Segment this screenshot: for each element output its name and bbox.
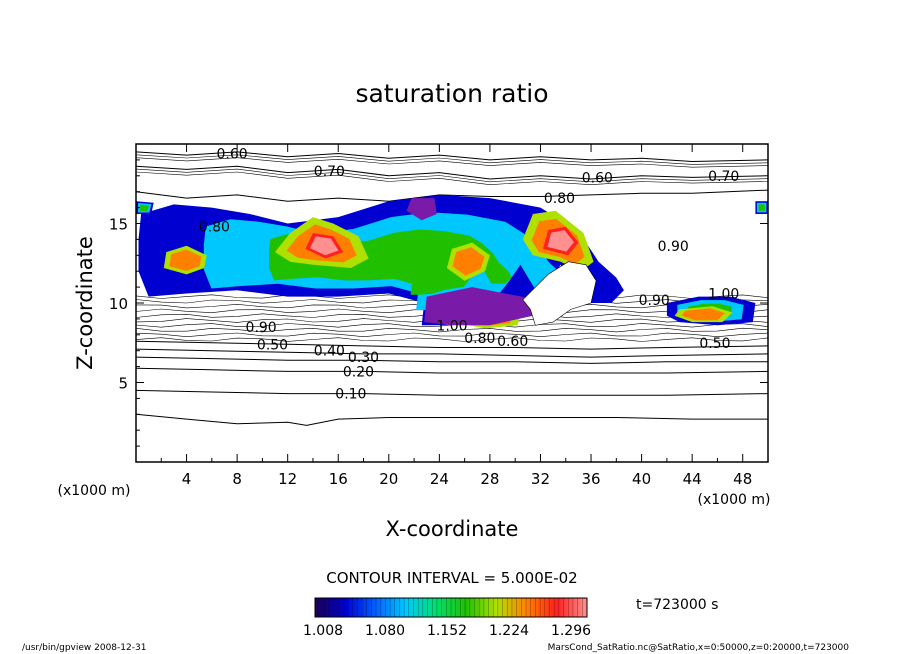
contour-label: 0.60 (497, 334, 528, 350)
contour-label: 0.50 (257, 337, 288, 353)
y-axis-label: Z-coordinate (73, 236, 97, 370)
contour-interval-text: CONTOUR INTERVAL = 5.000E-02 (326, 569, 577, 587)
contour-label: 0.30 (348, 350, 379, 366)
colorbar-tick-label: 1.008 (303, 623, 343, 639)
chart-title: saturation ratio (355, 79, 548, 108)
contour-label: 0.80 (544, 191, 575, 207)
x-tick-label: 40 (632, 470, 651, 488)
contour-line (135, 337, 769, 342)
contour-label: 0.80 (199, 220, 230, 236)
saturation-region (140, 204, 149, 211)
x-tick-label: 28 (480, 470, 499, 488)
y-tick-label: 15 (109, 216, 128, 234)
saturation-region (169, 249, 202, 271)
contour-label: 0.90 (658, 239, 689, 255)
x-tick-label: 24 (430, 470, 449, 488)
saturation-fill-regions (136, 194, 768, 329)
contour-line (135, 327, 769, 333)
x-tick-label: 8 (232, 470, 242, 488)
contour-line (135, 157, 769, 168)
contour-label: 0.70 (708, 169, 739, 185)
colorbar-tick-label: 1.152 (427, 623, 467, 639)
contour-label: 1.00 (436, 318, 467, 334)
contour-line (135, 165, 769, 180)
contour-line (135, 389, 769, 396)
contour-line (135, 332, 769, 338)
contour-line (135, 348, 769, 358)
contour-labels: 0.60 0.70 0.60 0.70 0.80 0.80 0.90 1.00 0.90 1.00… (199, 147, 740, 403)
contour-label: 0.10 (335, 387, 366, 403)
contour-label: 0.60 (216, 147, 247, 163)
contour-label: 0.70 (314, 164, 345, 180)
x-tick-label: 20 (379, 470, 398, 488)
contour-label: 0.90 (246, 320, 277, 336)
y-unit-label: (x1000 m) (58, 483, 131, 499)
contour-label: 0.40 (314, 344, 345, 360)
colorbar-stripes (319, 598, 583, 617)
x-tick-label: 48 (733, 470, 752, 488)
contour-line (135, 340, 769, 350)
footer-left-text: /usr/bin/gpview 2008-12-31 (22, 643, 146, 653)
contour-label: 0.60 (582, 170, 613, 186)
contour-line (135, 413, 768, 426)
contour-label: 0.50 (699, 336, 730, 352)
y-tick-label: 10 (109, 295, 128, 313)
colorbar-tick-label: 1.296 (551, 623, 591, 639)
contour-line (135, 154, 769, 165)
y-axis-ticks: 5 10 15 (109, 159, 768, 447)
contour-line (135, 367, 769, 374)
x-tick-label: 36 (581, 470, 600, 488)
time-label: t=723000 s (636, 597, 718, 613)
saturation-region (547, 230, 574, 252)
x-axis-ticks: 4 8 12 16 20 24 28 32 36 40 44 48 (160, 144, 752, 488)
contour-label: 0.90 (639, 293, 670, 309)
colorbar-ticks: 1.008 1.080 1.152 1.224 1.296 (303, 623, 591, 639)
saturation-region (424, 287, 538, 326)
contour-line (135, 168, 769, 183)
saturation-region (758, 204, 765, 211)
footer-right-text: MarsCond_SatRatio.nc@SatRatio,x=0:50000,… (548, 643, 850, 653)
saturation-region (452, 247, 485, 276)
contour-line (135, 356, 768, 364)
contour-label: 1.00 (708, 286, 739, 302)
plot-area: 0.60 0.70 0.60 0.70 0.80 0.80 0.90 1.00 0.90 1.00… (109, 143, 769, 488)
colorbar-tick-label: 1.080 (365, 623, 405, 639)
x-tick-label: 16 (329, 470, 348, 488)
x-axis-label: X-coordinate (386, 517, 519, 541)
x-tick-label: 44 (683, 470, 702, 488)
contour-label: 0.80 (464, 331, 495, 347)
x-unit-label: (x1000 m) (698, 492, 771, 508)
saturation-region (406, 198, 437, 221)
colorbar-tick-label: 1.224 (489, 623, 529, 639)
saturation-region (310, 236, 339, 256)
x-tick-label: 12 (278, 470, 297, 488)
x-tick-label: 32 (531, 470, 550, 488)
contour-line (135, 171, 769, 186)
y-tick-label: 5 (118, 375, 128, 393)
contour-label: 0.20 (343, 364, 374, 380)
x-tick-label: 4 (182, 470, 192, 488)
saturation-region (681, 308, 725, 321)
unsaturated-hole (522, 261, 597, 326)
